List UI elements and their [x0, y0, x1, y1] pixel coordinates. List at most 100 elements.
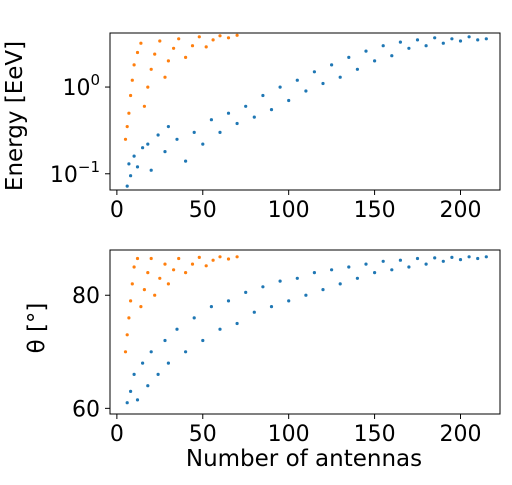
point-orange-23	[226, 36, 231, 40]
point-orange-0	[123, 137, 128, 141]
point-blue-33	[364, 49, 368, 53]
point-blue-25	[304, 293, 308, 297]
point-blue-32	[364, 262, 368, 266]
point-blue-27	[312, 70, 316, 74]
point-blue-20	[261, 285, 265, 289]
point-blue-36	[390, 54, 394, 58]
point-orange-20	[204, 45, 208, 49]
point-orange-20	[204, 264, 208, 268]
point-orange-10	[149, 67, 153, 71]
point-blue-25	[295, 78, 299, 82]
point-orange-5	[132, 265, 136, 269]
point-orange-4	[130, 78, 134, 82]
zenith-x-label: Number of antennas	[186, 446, 422, 472]
point-blue-47	[484, 37, 488, 41]
point-blue-18	[235, 121, 239, 126]
point-blue-16	[226, 299, 231, 303]
point-blue-4	[135, 165, 140, 169]
point-blue-8	[163, 338, 167, 343]
point-blue-43	[450, 37, 454, 41]
point-orange-8	[142, 104, 146, 108]
point-blue-15	[209, 118, 213, 122]
point-blue-27	[321, 288, 325, 292]
point-orange-5	[132, 63, 136, 67]
y-tick-label: 10−1	[50, 158, 100, 188]
point-blue-34	[373, 59, 377, 63]
point-blue-6	[146, 142, 150, 146]
point-blue-6	[149, 350, 153, 354]
point-orange-4	[130, 282, 134, 286]
point-blue-26	[312, 271, 316, 275]
point-blue-46	[484, 255, 488, 259]
point-blue-9	[163, 150, 167, 154]
point-orange-8	[142, 288, 146, 292]
x-tick-label: 0	[110, 198, 124, 223]
point-orange-21	[211, 258, 215, 262]
point-blue-26	[304, 89, 308, 93]
point-blue-42	[441, 41, 445, 45]
point-orange-14	[166, 59, 170, 63]
x-tick-label: 50	[189, 198, 217, 223]
point-blue-9	[166, 361, 170, 365]
point-orange-2	[127, 316, 131, 320]
point-orange-21	[211, 38, 215, 42]
point-blue-17	[235, 321, 239, 326]
point-blue-45	[467, 35, 471, 39]
point-blue-0	[125, 184, 129, 188]
point-orange-10	[149, 256, 153, 261]
point-orange-14	[166, 282, 170, 286]
point-blue-12	[184, 159, 188, 163]
point-blue-15	[218, 327, 222, 331]
point-blue-24	[287, 98, 291, 103]
point-blue-38	[415, 256, 420, 261]
energy-panel: Energy [EeV] 0 50 100 150 200 10−1 100	[2, 32, 501, 223]
point-blue-31	[355, 276, 359, 280]
point-blue-36	[398, 258, 402, 262]
point-orange-3	[129, 299, 133, 303]
plot-frame	[109, 249, 501, 415]
point-orange-19	[197, 35, 201, 39]
point-blue-41	[441, 259, 445, 263]
point-blue-37	[407, 265, 411, 269]
point-blue-34	[381, 259, 385, 263]
point-blue-13	[192, 130, 196, 134]
point-orange-15	[172, 268, 176, 272]
point-blue-28	[330, 268, 334, 272]
point-orange-18	[190, 262, 195, 266]
point-orange-9	[146, 85, 150, 89]
point-blue-19	[244, 104, 248, 108]
point-blue-45	[476, 256, 480, 261]
zenith-panel: θ [°] Number of antennas 0 50 100 150 200 60 8…	[24, 249, 501, 472]
point-orange-13	[163, 262, 167, 266]
point-blue-39	[415, 38, 420, 42]
point-orange-17	[184, 271, 188, 275]
point-blue-8	[156, 133, 160, 137]
point-orange-11	[153, 52, 157, 56]
point-blue-14	[209, 305, 213, 309]
point-orange-19	[197, 255, 201, 259]
point-orange-1	[125, 125, 129, 129]
point-orange-6	[135, 256, 140, 261]
point-blue-29	[330, 63, 334, 67]
point-blue-37	[398, 40, 402, 44]
plot-frame	[109, 32, 501, 191]
point-orange-18	[190, 44, 195, 48]
point-orange-17	[184, 55, 188, 60]
point-blue-44	[467, 255, 471, 259]
point-blue-17	[226, 111, 231, 115]
point-blue-28	[321, 81, 325, 86]
point-blue-5	[141, 146, 145, 150]
point-orange-23	[226, 257, 231, 261]
point-blue-5	[146, 384, 150, 388]
point-blue-1	[129, 174, 133, 178]
point-blue-4	[141, 361, 145, 365]
point-blue-3	[132, 154, 136, 158]
y-tick-label: 100	[62, 71, 100, 101]
point-blue-10	[175, 327, 179, 331]
point-blue-44	[458, 39, 463, 43]
point-blue-11	[175, 137, 179, 141]
point-blue-40	[433, 256, 437, 260]
point-blue-18	[244, 290, 248, 294]
point-blue-32	[355, 67, 359, 71]
point-blue-43	[458, 258, 463, 262]
